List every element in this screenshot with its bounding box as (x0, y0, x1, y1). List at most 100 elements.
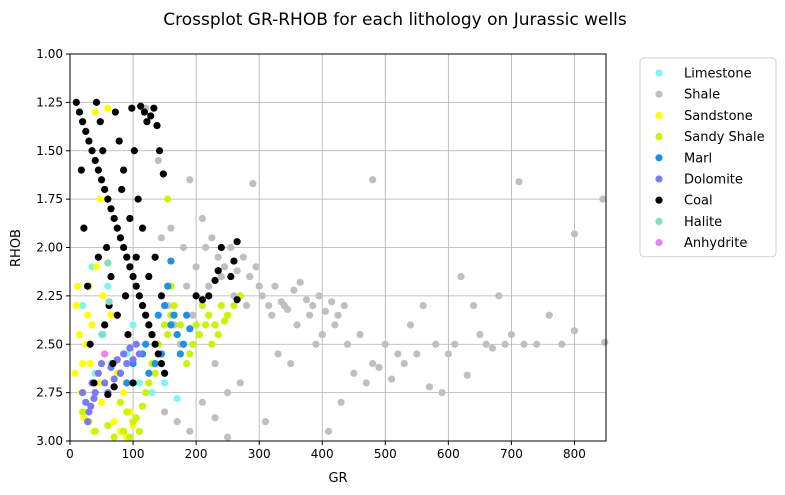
data-point (97, 398, 106, 406)
data-point (148, 389, 156, 397)
data-point (157, 292, 166, 300)
data-point (86, 340, 94, 348)
data-point (79, 408, 87, 416)
data-point (102, 243, 111, 252)
data-point (331, 321, 339, 329)
data-point (153, 121, 161, 130)
data-point (72, 98, 80, 106)
data-point (208, 234, 216, 242)
data-point (224, 389, 232, 397)
legend-marker (655, 239, 663, 247)
data-point (167, 257, 175, 265)
data-point (217, 243, 225, 252)
chart-title: Crossplot GR-RHOB for each lithology on … (163, 10, 627, 30)
data-point (214, 330, 222, 339)
x-axis-label: GR (328, 471, 347, 486)
data-point (130, 147, 138, 155)
data-point (195, 330, 203, 339)
data-point (324, 427, 333, 435)
data-point (369, 360, 377, 368)
data-point (94, 369, 102, 377)
data-point (205, 311, 213, 319)
data-point (211, 414, 219, 422)
data-point (113, 311, 121, 319)
data-point (134, 195, 142, 203)
data-point (97, 176, 106, 184)
data-point (90, 379, 98, 387)
data-point (214, 253, 222, 261)
legend-frame (639, 57, 777, 258)
legend-label: Halite (684, 215, 722, 230)
data-point (173, 418, 181, 426)
data-point (217, 272, 225, 281)
data-point (381, 340, 389, 348)
data-point (192, 263, 200, 271)
data-point (91, 389, 99, 397)
data-point (211, 321, 219, 329)
data-point (126, 263, 134, 271)
data-point (570, 327, 579, 335)
series-shale (142, 104, 609, 441)
data-point (369, 176, 377, 184)
data-point (107, 311, 115, 319)
x-tick-label: 400 (311, 447, 334, 461)
data-point (151, 340, 159, 348)
data-point (151, 360, 159, 368)
legend-marker (655, 69, 663, 77)
data-point (143, 118, 151, 126)
data-point (306, 311, 314, 319)
data-point (271, 282, 279, 290)
data-point (128, 104, 136, 112)
data-point (157, 360, 166, 368)
data-point (227, 243, 235, 252)
data-point (160, 321, 169, 329)
data-point (236, 379, 244, 387)
data-point (104, 421, 112, 430)
data-point (189, 311, 197, 319)
data-point (86, 360, 94, 368)
data-point (126, 344, 134, 352)
data-point (116, 369, 125, 377)
data-point (501, 340, 509, 348)
data-point (79, 360, 87, 368)
data-point (495, 292, 503, 300)
data-point (201, 321, 210, 329)
data-point (515, 178, 523, 186)
data-point (85, 137, 93, 145)
data-point (469, 301, 478, 310)
data-point (110, 433, 118, 441)
data-point (101, 321, 109, 329)
x-tick-label: 300 (248, 447, 271, 461)
data-point (135, 427, 143, 435)
data-point (124, 330, 132, 339)
data-point (189, 340, 197, 348)
legend-marker (655, 196, 663, 204)
legend-label: Sandstone (684, 109, 753, 124)
data-point (545, 311, 553, 319)
data-point (432, 340, 440, 348)
data-point (220, 317, 229, 325)
data-point (170, 311, 178, 319)
legend-marker (655, 133, 663, 141)
data-point (96, 118, 104, 126)
y-tick-label: 1.00 (36, 47, 63, 61)
data-point (482, 340, 490, 348)
data-point (120, 389, 128, 397)
data-point (290, 286, 298, 294)
data-point (246, 272, 254, 281)
data-point (151, 253, 159, 261)
data-point (142, 340, 150, 348)
data-point (82, 398, 90, 406)
data-point (394, 350, 402, 358)
data-point (192, 321, 200, 329)
data-point (179, 340, 188, 348)
data-point (173, 394, 181, 403)
legend-label: Sandy Shale (684, 130, 765, 145)
data-point (277, 298, 285, 306)
data-point (87, 402, 95, 410)
data-point (79, 389, 87, 397)
data-point (198, 301, 207, 310)
data-point (123, 379, 131, 387)
data-point (296, 278, 304, 286)
data-point (113, 224, 121, 232)
